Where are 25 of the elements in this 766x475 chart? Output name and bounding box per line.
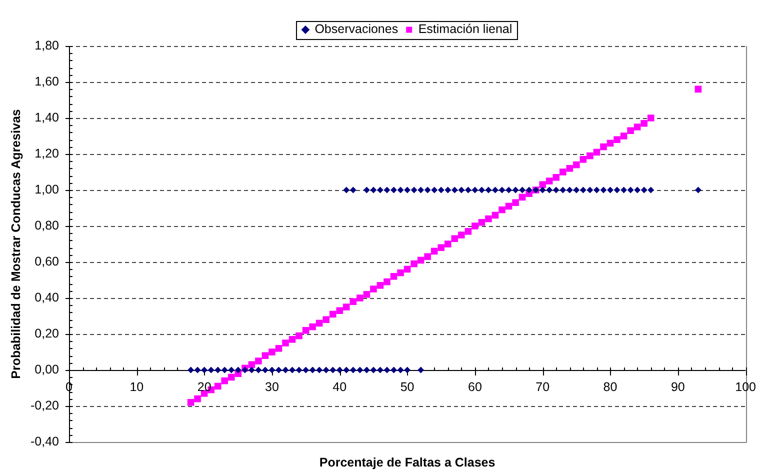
x-axis-title: Porcentaje de Faltas a Clases (319, 455, 496, 470)
y-tick-label: 1,60 (34, 74, 60, 88)
x-tick-label: 40 (332, 380, 347, 394)
y-tick-label: 1,80 (34, 38, 60, 52)
x-tick-label: 10 (130, 380, 144, 394)
y-tick-label: -0,20 (30, 398, 60, 412)
y-tick-label: 1,20 (34, 146, 60, 160)
x-tick-label: 60 (468, 380, 482, 394)
x-tick-label: 70 (536, 380, 550, 394)
x-tick-label: 30 (265, 380, 279, 394)
legend-label: Estimación lienal (418, 22, 512, 36)
y-axis-title: Probabilidad de Mostrar Conducas Agresivas (8, 109, 23, 379)
x-tick-label: 80 (603, 380, 618, 394)
x-tick-label: 90 (670, 380, 685, 394)
y-tick-label: 0,00 (34, 362, 60, 376)
y-tick-label: 0,20 (34, 326, 60, 340)
y-tick-label: 1,00 (34, 182, 60, 196)
y-tick-label: -0,40 (30, 434, 60, 448)
legend-label: Observaciones (314, 22, 398, 36)
y-tick-label: 0,40 (34, 290, 60, 304)
x-tick-label: 50 (400, 380, 414, 394)
y-tick-label: 0,60 (34, 254, 60, 268)
y-tick-label: 1,40 (34, 110, 60, 124)
y-tick-label: 0,80 (34, 218, 60, 232)
x-tick-label: 100 (735, 380, 756, 394)
